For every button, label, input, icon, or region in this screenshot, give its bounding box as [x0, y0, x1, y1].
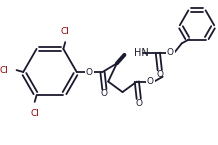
Text: Cl: Cl: [0, 66, 8, 75]
Text: O: O: [156, 70, 163, 79]
Text: Cl: Cl: [30, 109, 39, 118]
Text: O: O: [167, 48, 174, 57]
Text: O: O: [135, 99, 142, 108]
Text: O: O: [86, 68, 93, 77]
Text: O: O: [101, 89, 108, 98]
Text: Cl: Cl: [61, 27, 70, 36]
Text: O: O: [147, 77, 154, 86]
Text: HN: HN: [134, 48, 149, 58]
